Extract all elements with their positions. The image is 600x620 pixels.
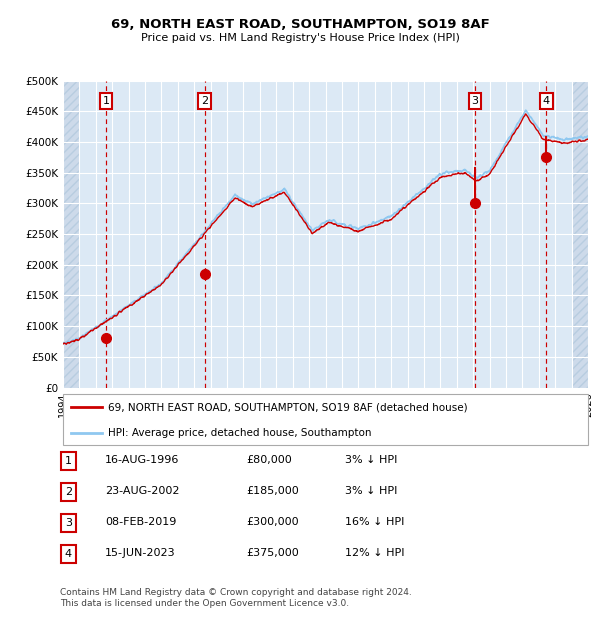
Text: 23-AUG-2002: 23-AUG-2002 [105,486,179,496]
Text: Price paid vs. HM Land Registry's House Price Index (HPI): Price paid vs. HM Land Registry's House … [140,33,460,43]
FancyBboxPatch shape [61,514,76,531]
Text: 1: 1 [103,96,110,106]
Text: HPI: Average price, detached house, Southampton: HPI: Average price, detached house, Sout… [107,428,371,438]
Text: 16-AUG-1996: 16-AUG-1996 [105,455,179,465]
Text: 1: 1 [65,456,72,466]
FancyBboxPatch shape [63,394,588,445]
Bar [63,81,79,388]
Text: £300,000: £300,000 [246,517,299,527]
Text: 3% ↓ HPI: 3% ↓ HPI [345,486,397,496]
Text: £80,000: £80,000 [246,455,292,465]
FancyBboxPatch shape [61,452,76,469]
Text: 2: 2 [201,96,208,106]
Text: 69, NORTH EAST ROAD, SOUTHAMPTON, SO19 8AF (detached house): 69, NORTH EAST ROAD, SOUTHAMPTON, SO19 8… [107,402,467,412]
Text: 3% ↓ HPI: 3% ↓ HPI [345,455,397,465]
Text: 69, NORTH EAST ROAD, SOUTHAMPTON, SO19 8AF: 69, NORTH EAST ROAD, SOUTHAMPTON, SO19 8… [110,19,490,31]
FancyBboxPatch shape [61,483,76,500]
Text: 15-JUN-2023: 15-JUN-2023 [105,548,176,558]
Text: 4: 4 [65,549,72,559]
Text: 4: 4 [543,96,550,106]
FancyBboxPatch shape [61,545,76,562]
Text: 16% ↓ HPI: 16% ↓ HPI [345,517,404,527]
Text: Contains HM Land Registry data © Crown copyright and database right 2024.
This d: Contains HM Land Registry data © Crown c… [60,588,412,608]
Text: £185,000: £185,000 [246,486,299,496]
Text: 2: 2 [65,487,72,497]
Text: 3: 3 [65,518,72,528]
Bar [572,81,588,388]
Text: 12% ↓ HPI: 12% ↓ HPI [345,548,404,558]
Text: £375,000: £375,000 [246,548,299,558]
Text: 3: 3 [471,96,478,106]
Text: 08-FEB-2019: 08-FEB-2019 [105,517,176,527]
